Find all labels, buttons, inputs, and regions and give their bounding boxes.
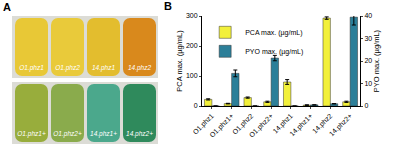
- svg-text:O1.phz2+: O1.phz2+: [53, 130, 82, 138]
- svg-text:PYO max. (µg/mL): PYO max. (µg/mL): [245, 48, 303, 56]
- svg-text:A: A: [3, 1, 11, 13]
- svg-text:200: 200: [186, 42, 198, 49]
- svg-text:14.phz1: 14.phz1: [92, 64, 116, 72]
- svg-text:O1.phz2: O1.phz2: [55, 64, 80, 72]
- svg-text:10: 10: [364, 80, 372, 87]
- svg-text:14.phz1+: 14.phz1+: [90, 130, 117, 138]
- svg-text:14.phz2+: 14.phz2+: [126, 130, 153, 138]
- svg-text:O1.phz1+: O1.phz1+: [208, 112, 235, 139]
- svg-text:O1.phz1: O1.phz1: [19, 64, 44, 72]
- svg-text:14.phz1: 14.phz1: [271, 112, 294, 135]
- svg-text:14.phz2: 14.phz2: [128, 64, 152, 72]
- svg-text:300: 300: [186, 12, 198, 19]
- svg-text:O1.phz2+: O1.phz2+: [248, 112, 275, 139]
- svg-text:40: 40: [364, 12, 372, 19]
- html-text:B: B: [164, 0, 172, 12]
- svg-text:O1.phz2: O1.phz2: [231, 112, 255, 136]
- svg-text:O1.phz1+: O1.phz1+: [17, 130, 46, 138]
- svg-text:O1.phz1: O1.phz1: [191, 112, 215, 136]
- svg-text:PYO max. (µg/mL): PYO max. (µg/mL): [372, 29, 381, 92]
- svg-text:100: 100: [186, 72, 198, 79]
- svg-text:0: 0: [194, 102, 198, 109]
- svg-text:20: 20: [364, 57, 372, 64]
- svg-text:0: 0: [364, 102, 368, 109]
- svg-text:PCA max. (µg/mL): PCA max. (µg/mL): [245, 29, 302, 37]
- svg-text:14.phz2+: 14.phz2+: [328, 112, 354, 138]
- svg-text:30: 30: [364, 35, 372, 42]
- svg-text:PCA max. (µg/mL): PCA max. (µg/mL): [175, 30, 184, 92]
- svg-text:14.phz2: 14.phz2: [311, 112, 334, 135]
- svg-text:14.phz1+: 14.phz1+: [288, 112, 314, 138]
